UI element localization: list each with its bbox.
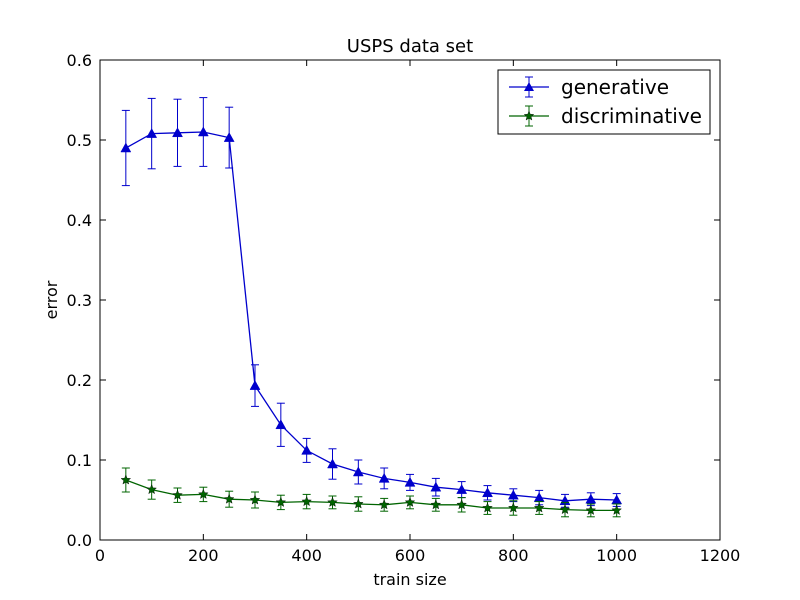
y-tick-label: 0.6 (67, 51, 92, 70)
x-tick-label: 800 (498, 546, 529, 565)
legend-entry: discriminative (509, 104, 702, 128)
data-point (611, 504, 622, 515)
data-point (533, 502, 545, 513)
legend-marker (523, 110, 535, 121)
data-point (172, 127, 183, 138)
y-tick-label: 0.4 (67, 211, 92, 230)
x-tick-label: 1200 (700, 546, 741, 565)
data-point (146, 128, 158, 138)
legend-marker (524, 82, 534, 91)
series-generative (120, 97, 623, 508)
x-tick-label: 600 (395, 546, 426, 565)
data-point (456, 484, 468, 494)
data-point (146, 484, 157, 495)
data-point (456, 499, 467, 510)
series-line (125, 479, 617, 512)
y-tick-label: 0.2 (67, 371, 92, 390)
data-point (249, 380, 261, 390)
data-point (559, 504, 571, 515)
x-tick-label: 400 (291, 546, 322, 565)
data-point (327, 458, 338, 469)
data-point (353, 498, 364, 509)
data-point (585, 493, 597, 504)
data-point (120, 142, 132, 153)
data-point (482, 502, 493, 513)
legend: generative discriminative (497, 69, 711, 135)
data-point (404, 496, 416, 507)
x-axis-label: train size (373, 570, 446, 589)
data-point (585, 504, 597, 515)
data-point (197, 126, 209, 137)
axes: 0 200 400 600 800 1000 1200 0.0 0.1 0.2 0.3 0.4 0.5 0… (67, 51, 741, 565)
y-tick-label: 0.0 (67, 531, 92, 550)
y-axis-label: error (42, 280, 61, 319)
data-point (352, 466, 364, 477)
y-tick-label: 0.3 (67, 291, 92, 310)
data-point (275, 496, 287, 507)
series-discriminative (120, 467, 622, 518)
data-point (327, 496, 338, 507)
y-tick-label: 0.5 (67, 131, 92, 150)
data-point (508, 502, 519, 513)
data-point (223, 493, 235, 504)
plot-area (120, 97, 623, 518)
x-tick-label: 1000 (596, 546, 637, 565)
legend-label: generative (561, 75, 669, 99)
data-point (404, 476, 416, 487)
data-point (378, 499, 390, 510)
data-point (507, 489, 519, 500)
x-tick-label: 0 (95, 546, 105, 565)
data-point (249, 494, 261, 505)
data-point (482, 487, 493, 498)
legend-box (497, 69, 711, 135)
data-point (275, 419, 287, 430)
series-line (125, 131, 617, 502)
data-point (223, 132, 235, 142)
data-point (430, 481, 442, 492)
data-point (430, 499, 442, 510)
legend-entry: generative (509, 75, 669, 99)
y-tick-label: 0.1 (67, 451, 92, 470)
legend-label: discriminative (561, 104, 702, 128)
data-point (198, 488, 209, 499)
chart-title: USPS data set (347, 36, 473, 57)
data-point (378, 472, 390, 483)
x-tick-label: 200 (188, 546, 219, 565)
data-point (172, 489, 183, 500)
data-point (301, 444, 313, 455)
data-point (301, 496, 312, 507)
data-point (120, 474, 132, 485)
